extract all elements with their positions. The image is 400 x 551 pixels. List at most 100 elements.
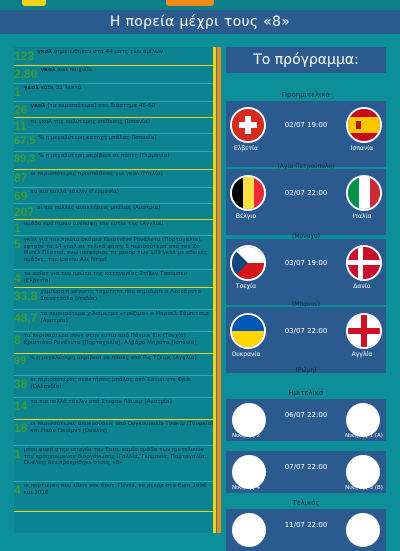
match-venue: (Μπακού) <box>291 301 321 308</box>
stat-row: 99% η μεγαλύτερη ακρίβεια σε πάσες από Ρ… <box>14 355 214 367</box>
semi-time: 06/07 22:00 <box>284 411 328 419</box>
stat-desc: ομάδα κράτησαν ανέπαφη την εστία της (Αγ… <box>23 221 164 227</box>
divider-orange <box>217 47 221 533</box>
stat-separator <box>14 445 214 446</box>
stat-separator <box>14 419 214 420</box>
program-title: Το πρόγραμμα: <box>253 52 359 68</box>
stat-separator <box>14 397 214 398</box>
stat-text: χλμ/ώρα η μέγιστη ταχύτητα που σημείωσε … <box>40 289 214 302</box>
page-header: Η πορεία μέχρι τους «8» <box>0 10 400 34</box>
stat-desc: τα περισσότερα χιλιόμετρα «τρέξιμο» ο Μα… <box>40 311 209 324</box>
stat-text: τα πιο πολλά τάκλιν από Στεφαν Λάινερ (Α… <box>30 399 171 406</box>
stat-desc: οι περισσότερες προσπάθειες για γκολ (Ιτ… <box>30 171 163 177</box>
belgium-flag-icon <box>230 175 266 211</box>
away-team: Δανία <box>353 283 371 290</box>
match-card: 02/07 19:00 Ελβετία Ισπανία <box>226 101 386 167</box>
ukraine-flag-icon <box>230 313 266 349</box>
stat-number: 18 <box>14 421 28 435</box>
phase-label-semis: Ημιτελικά <box>288 389 324 397</box>
match-venue: (Ρώμη) <box>295 367 317 374</box>
away-team: Ισπανία <box>350 145 374 152</box>
stat-number: 26 <box>14 103 28 117</box>
stat-text: τα περισσότερα χιλιόμετρα «τρέξιμο» ο Μα… <box>40 311 214 324</box>
stat-text: οι περισσότερες ανακτήσεις μπάλας από Σα… <box>30 377 214 390</box>
switzerland-flag-icon <box>230 107 266 143</box>
match-time: 03/07 19:00 <box>284 259 328 267</box>
stat-row: 18 οι περισσότερες αποκρούσεις από Ουγκου… <box>14 421 214 435</box>
stat-number: 11 <box>14 119 27 133</box>
stat-separator <box>14 169 214 170</box>
stat-separator <box>14 511 214 512</box>
divider-yellow <box>213 47 216 533</box>
placeholder-flag-icon <box>346 455 380 489</box>
stat-desc: κάθε 32 λεπτά <box>38 85 82 91</box>
stat-text: ομάδα κράτησαν ανέπαφη την εστία της (Αγ… <box>24 221 164 228</box>
stat-number: 67,5 <box>14 135 36 147</box>
stat-desc: μόνο φορά στην ιστορία του Euro, καμία ο… <box>23 447 207 467</box>
top-accent-left <box>22 0 46 6</box>
match-card: 03/07 22:00 Ουκρανία Αγγλία <box>226 307 386 373</box>
final-time: 11/07 22:00 <box>284 521 328 529</box>
semi-away: Νικητής 1 (Α) <box>345 433 383 439</box>
stat-desc: οι περισσότερες ανακτήσεις μπάλας από Σα… <box>30 377 192 390</box>
stat-desc: % η μεγαλύτερη ακρίβεια σε πάσες (Γερμαν… <box>38 153 170 159</box>
match-venue: (Μόναχο) <box>292 233 320 240</box>
stat-number: 99 <box>14 355 27 367</box>
stat-separator <box>14 117 214 118</box>
stat-separator <box>14 235 214 236</box>
stat-row: 26 γκολ (τα περισσότερα) στο διάστημα 46-… <box>14 103 214 117</box>
stat-row: 69 τα πιο πολλά τάκλιν (Γερμανία) <box>14 189 214 203</box>
stat-separator <box>14 331 214 332</box>
placeholder-flag-icon <box>232 403 266 437</box>
spain-flag-icon <box>346 107 382 143</box>
semi-card: 07/07 22:00 Νικητής 4 Νικητής 3 (Β) <box>226 451 386 493</box>
stat-row: 4 οι πορτιέρες που έδειν νοκ άουτ. Πέντε,… <box>14 483 214 497</box>
placeholder-flag-icon <box>346 403 380 437</box>
stat-number: 4 <box>14 483 21 497</box>
stat-row: 14 τα πιο πολλά τάκλιν από Στεφαν Λάινερ … <box>14 399 214 413</box>
stat-text: τα ασίστ για τον πρώτο της κατηγορίας Στ… <box>24 271 214 284</box>
stat-desc: % η μεγαλύτερη κατοχή μπάλας (Ισπανία) <box>38 135 157 141</box>
stat-text: μόνο φορά στην ιστορία του Euro, καμία ο… <box>24 447 214 467</box>
match-time: 02/07 22:00 <box>284 189 328 197</box>
stat-row: 4 τα ασίστ για τον πρώτο της κατηγορίας Σ… <box>14 271 214 285</box>
stat-desc: σημειώθηκαν στα 44 ματς των ομίλων <box>52 49 163 55</box>
stat-desc: ανά παιχνίδι <box>55 67 93 73</box>
stat-number: 38 <box>14 377 28 391</box>
stat-desc: οι περισσότερες αποκρούσεις από Ουγκουρσ… <box>30 421 214 434</box>
stat-separator <box>14 203 214 204</box>
stat-number: 48,7 <box>14 311 38 325</box>
stat-bold: γκολ <box>40 67 56 73</box>
stat-text: γκολ (τα περισσότερα) στο διάστημα 46-60… <box>30 103 156 110</box>
stat-desc: τα περισσότερα σουτ στην εστία από Πάτρι… <box>23 333 197 346</box>
match-card: 02/07 22:00 Βέλγιο Ιταλία <box>226 169 386 235</box>
match-time: 02/07 19:00 <box>284 121 328 129</box>
semi-card: 06/07 22:00 Νικητής 2 Νικητής 1 (Α) <box>226 399 386 441</box>
stat-bold: γκολ <box>23 85 39 91</box>
stat-text: τα περισσότερα σουτ στην εστία από Πάτρι… <box>24 333 214 346</box>
stat-bold: γκολ <box>30 103 46 109</box>
away-team: Ιταλία <box>352 213 372 220</box>
stat-number: 207 <box>14 205 35 219</box>
stat-text: γκολ σημειώθηκαν στα 44 ματς των ομίλων <box>37 49 163 56</box>
stats-panel: 123 γκολ σημειώθηκαν στα 44 ματς των ομίλ… <box>14 47 214 533</box>
stat-text: % η μεγαλύτερη ακρίβεια σε πάσες (Γερμαν… <box>38 153 169 160</box>
stat-text: οι πιο πολλές ανακτήσεις μπάλας (Αυστρία… <box>37 205 160 212</box>
stat-number: 33,8 <box>14 289 38 303</box>
stat-text: γκολ για τον πρώτο σκόρερ Κριστιάνο Ρονά… <box>24 237 214 263</box>
stat-separator <box>14 65 214 66</box>
semi-time: 07/07 22:00 <box>284 463 328 471</box>
stat-row: 87 οι περισσότερες προσπάθειες για γκολ (… <box>14 171 214 185</box>
stat-row: 89,3% η μεγαλύτερη ακρίβεια σε πάσες (Γε… <box>14 153 214 165</box>
stat-number: 2,80 <box>14 67 38 81</box>
stat-text: τα γκολ της καλύτερης επίθεσης (Ισπανία) <box>30 119 150 126</box>
stat-number: 14 <box>14 399 28 413</box>
stat-number: 89,3 <box>14 153 36 165</box>
home-team: Βέλγιο <box>235 213 257 220</box>
stat-text: οι πορτιέρες που έδειν νοκ άουτ. Πέντε, … <box>24 483 214 496</box>
stat-separator <box>14 151 214 152</box>
czech-flag-icon <box>230 245 266 281</box>
home-team: Τσεχία <box>235 283 257 290</box>
top-accent-right <box>166 0 214 6</box>
stat-desc: γκολ για τον πρώτο σκόρερ Κριστιάνο Ρονά… <box>23 237 208 263</box>
